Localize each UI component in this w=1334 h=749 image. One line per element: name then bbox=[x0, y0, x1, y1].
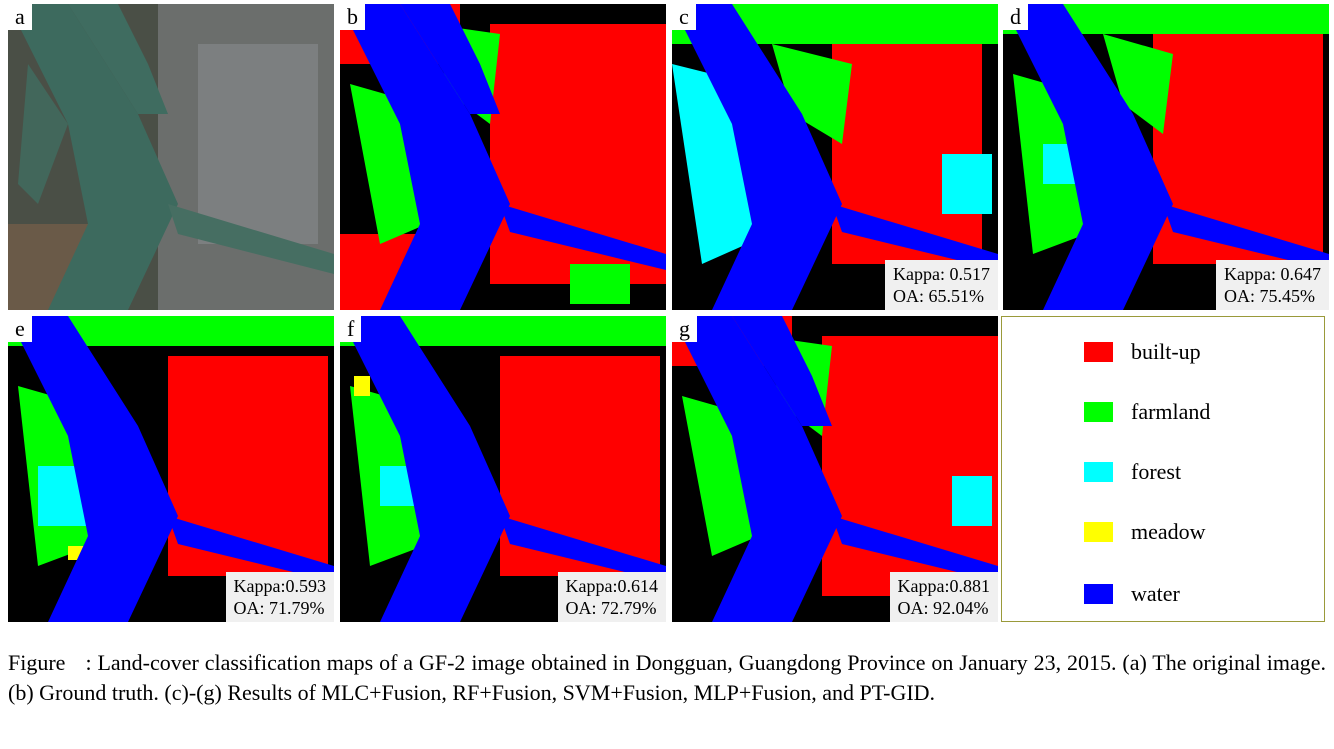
oa-value: OA: 71.79% bbox=[233, 598, 325, 618]
classification-map bbox=[1003, 4, 1329, 310]
panel-d-rf-fusion: d Kappa: 0.647 OA: 75.45% bbox=[1003, 4, 1329, 310]
classification-map bbox=[8, 316, 334, 622]
caption-text: : Land-cover classification maps of a GF… bbox=[8, 650, 1326, 705]
kappa-value: Kappa:0.614 bbox=[565, 576, 658, 596]
legend: built-up farmland forest meadow water bbox=[1001, 316, 1325, 622]
oa-value: OA: 72.79% bbox=[565, 598, 657, 618]
panel-e-svm-fusion: e Kappa:0.593 OA: 71.79% bbox=[8, 316, 334, 622]
metric-box: Kappa:0.881 OA: 92.04% bbox=[889, 572, 998, 622]
panel-label: a bbox=[8, 4, 32, 30]
legend-label: built-up bbox=[1131, 339, 1201, 364]
legend-item-water: water bbox=[1084, 579, 1180, 609]
satellite-image bbox=[8, 4, 334, 310]
legend-label: forest bbox=[1131, 459, 1182, 484]
panel-label: c bbox=[672, 4, 696, 30]
panel-label: f bbox=[340, 316, 362, 342]
oa-value: OA: 75.45% bbox=[1224, 286, 1316, 306]
figure-word: Figure bbox=[8, 650, 66, 675]
legend-swatch bbox=[1084, 462, 1113, 482]
legend-swatch bbox=[1084, 584, 1113, 604]
legend-swatch bbox=[1084, 342, 1113, 362]
panel-label: d bbox=[1003, 4, 1028, 30]
legend-item-forest: forest bbox=[1084, 457, 1181, 487]
legend-label: water bbox=[1131, 581, 1180, 606]
classification-map bbox=[340, 316, 666, 622]
kappa-value: Kappa:0.881 bbox=[897, 576, 990, 596]
classification-map bbox=[340, 4, 666, 310]
kappa-value: Kappa: 0.647 bbox=[1224, 264, 1321, 284]
metric-box: Kappa: 0.517 OA: 65.51% bbox=[885, 260, 998, 310]
panel-f-mlp-fusion: f Kappa:0.614 OA: 72.79% bbox=[340, 316, 666, 622]
panel-label: g bbox=[672, 316, 697, 342]
classification-map bbox=[672, 4, 998, 310]
metric-box: Kappa:0.593 OA: 71.79% bbox=[225, 572, 334, 622]
panel-label: e bbox=[8, 316, 32, 342]
panel-label: b bbox=[340, 4, 365, 30]
legend-item-built-up: built-up bbox=[1084, 337, 1201, 367]
legend-item-farmland: farmland bbox=[1084, 397, 1210, 427]
metric-box: Kappa: 0.647 OA: 75.45% bbox=[1216, 260, 1329, 310]
oa-value: OA: 92.04% bbox=[897, 598, 989, 618]
panel-g-pt-gid: g Kappa:0.881 OA: 92.04% bbox=[672, 316, 998, 622]
legend-item-meadow: meadow bbox=[1084, 517, 1206, 547]
kappa-value: Kappa: 0.517 bbox=[893, 264, 990, 284]
panel-c-mlc-fusion: c Kappa: 0.517 OA: 65.51% bbox=[672, 4, 998, 310]
legend-swatch bbox=[1084, 402, 1113, 422]
panel-b-ground-truth: b bbox=[340, 4, 666, 310]
metric-box: Kappa:0.614 OA: 72.79% bbox=[557, 572, 666, 622]
classification-map bbox=[672, 316, 998, 622]
oa-value: OA: 65.51% bbox=[893, 286, 985, 306]
panel-a-original-image: a bbox=[8, 4, 334, 310]
figure-caption: Figure: Land-cover classification maps o… bbox=[8, 648, 1326, 708]
kappa-value: Kappa:0.593 bbox=[233, 576, 326, 596]
legend-label: meadow bbox=[1131, 519, 1206, 544]
legend-label: farmland bbox=[1131, 399, 1211, 424]
legend-swatch bbox=[1084, 522, 1113, 542]
